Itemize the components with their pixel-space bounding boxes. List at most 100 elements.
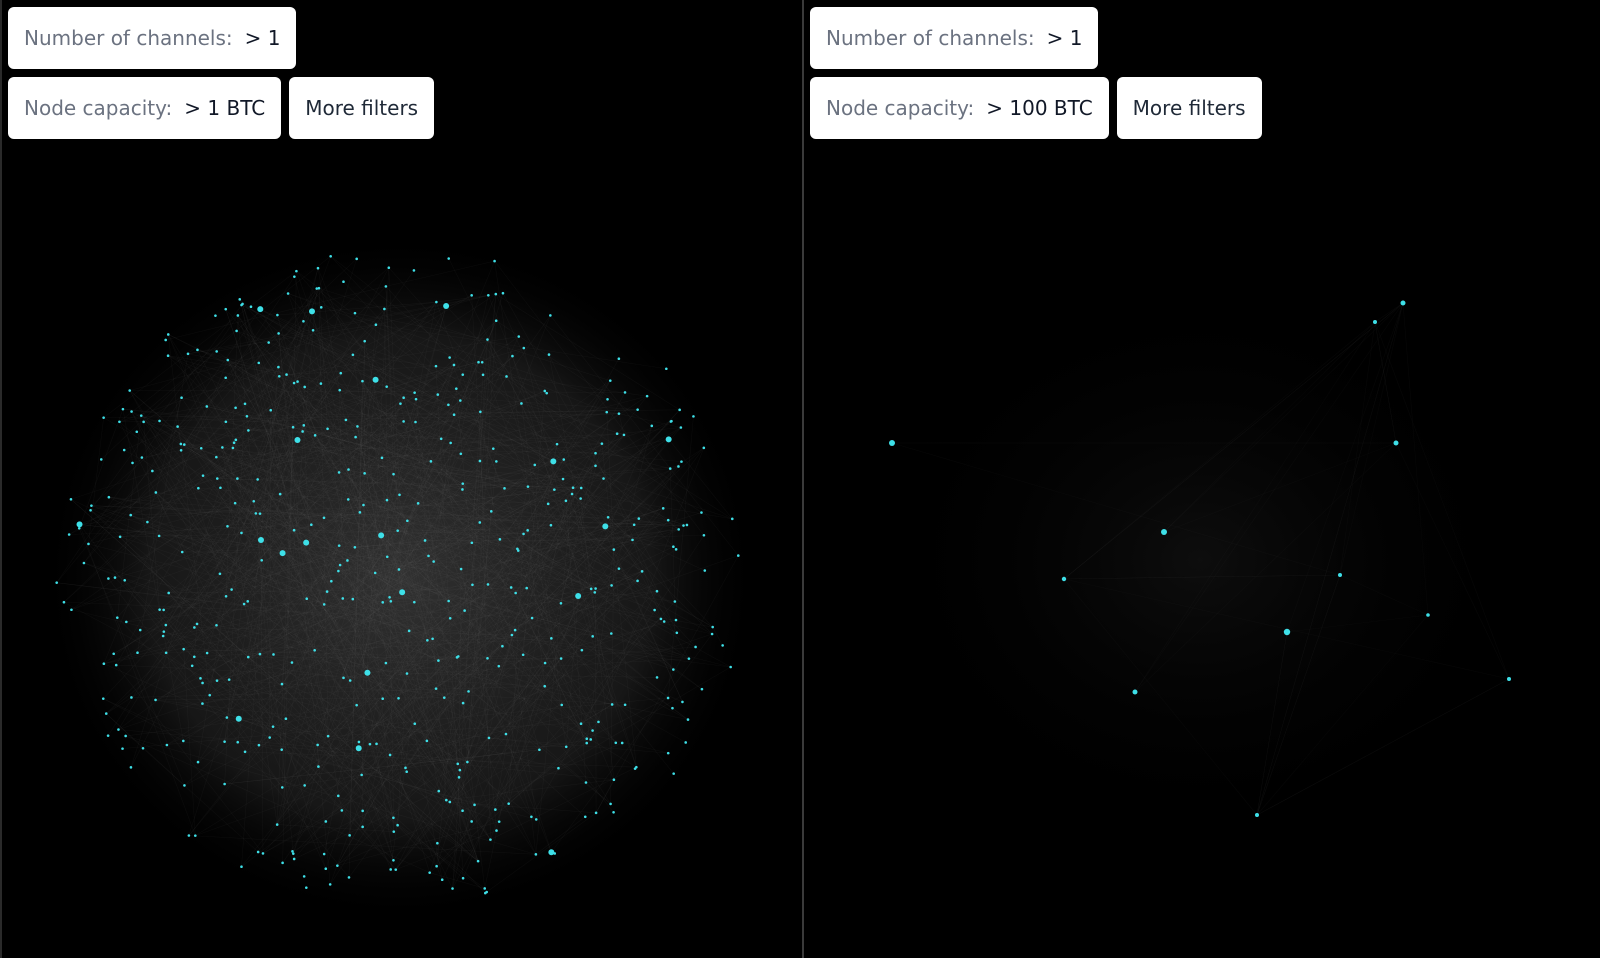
node <box>503 487 506 490</box>
node <box>614 741 618 745</box>
node <box>435 864 438 868</box>
edge <box>276 308 385 825</box>
node <box>196 760 200 764</box>
node <box>205 651 209 655</box>
edge <box>438 691 469 792</box>
node <box>252 499 256 503</box>
edge <box>338 400 461 572</box>
edge <box>1286 302 1404 633</box>
more-filters-button[interactable]: More filters <box>1116 77 1262 139</box>
edge <box>390 442 451 870</box>
node <box>1283 628 1291 636</box>
edge <box>668 439 733 520</box>
node <box>303 784 306 787</box>
edge <box>262 618 662 854</box>
edge <box>435 365 679 530</box>
edge <box>311 524 408 674</box>
edge <box>141 449 182 458</box>
edge <box>224 479 258 742</box>
node <box>311 328 315 332</box>
edge <box>180 450 221 574</box>
edge <box>216 472 340 626</box>
edge <box>385 286 643 572</box>
edge <box>163 487 574 637</box>
node <box>267 341 270 344</box>
node <box>522 346 526 350</box>
edge <box>227 421 404 527</box>
node <box>269 408 273 412</box>
node <box>121 747 124 750</box>
edge <box>296 270 635 525</box>
node <box>487 293 490 297</box>
edge <box>435 447 705 689</box>
edge <box>667 416 694 698</box>
edge <box>129 390 398 826</box>
edge <box>405 733 507 769</box>
node <box>351 597 355 601</box>
edge <box>184 444 582 489</box>
edge <box>1163 442 1397 533</box>
edge <box>311 311 361 513</box>
edge <box>429 872 485 889</box>
edge <box>69 524 312 535</box>
edge <box>200 448 475 806</box>
edge <box>143 333 279 423</box>
edge <box>348 390 545 470</box>
edge <box>287 293 479 862</box>
edge <box>225 377 480 523</box>
edge <box>354 540 426 548</box>
node <box>142 420 145 424</box>
filter-button[interactable]: Number of channels: > 1 <box>810 7 1099 69</box>
edge <box>106 627 195 714</box>
edge <box>338 529 679 572</box>
edge-haze <box>870 280 1530 840</box>
edge <box>130 500 566 516</box>
edge <box>260 539 637 768</box>
filter-button[interactable]: Number of channels: > 1 <box>8 7 297 69</box>
edge <box>342 560 348 599</box>
edge <box>358 517 609 743</box>
edge <box>281 453 462 685</box>
edge <box>380 260 495 536</box>
edge <box>129 390 274 655</box>
node <box>130 696 133 699</box>
edge <box>304 533 524 786</box>
edge <box>131 685 545 698</box>
edge <box>618 413 625 435</box>
edge <box>225 377 537 855</box>
edge <box>241 304 564 460</box>
edge <box>231 425 305 590</box>
node <box>233 501 237 505</box>
node <box>356 425 359 428</box>
edge <box>184 276 295 445</box>
edge <box>168 397 404 594</box>
edge <box>217 478 582 489</box>
filter-button[interactable]: Node capacity: > 1 BTC <box>8 77 282 139</box>
edge <box>458 493 573 778</box>
node <box>122 448 126 452</box>
node <box>336 794 340 798</box>
edge <box>494 260 705 536</box>
edge <box>339 389 733 520</box>
edge <box>268 342 643 572</box>
edge <box>222 295 472 448</box>
edge <box>258 362 669 699</box>
node <box>1255 813 1259 817</box>
edge <box>1402 302 1429 616</box>
edge <box>188 435 316 836</box>
more-filters-button[interactable]: More filters <box>289 77 435 139</box>
node <box>710 632 714 636</box>
node <box>195 622 199 626</box>
edge <box>488 295 554 462</box>
edge <box>163 631 468 763</box>
edge <box>241 592 595 867</box>
edge <box>166 633 612 654</box>
node <box>190 664 194 668</box>
edge <box>282 595 579 788</box>
node <box>285 373 288 376</box>
node <box>146 520 149 524</box>
filter-button[interactable]: Node capacity: > 100 BTC <box>810 77 1109 139</box>
node <box>182 647 185 651</box>
node <box>140 456 144 459</box>
edge <box>381 448 494 459</box>
